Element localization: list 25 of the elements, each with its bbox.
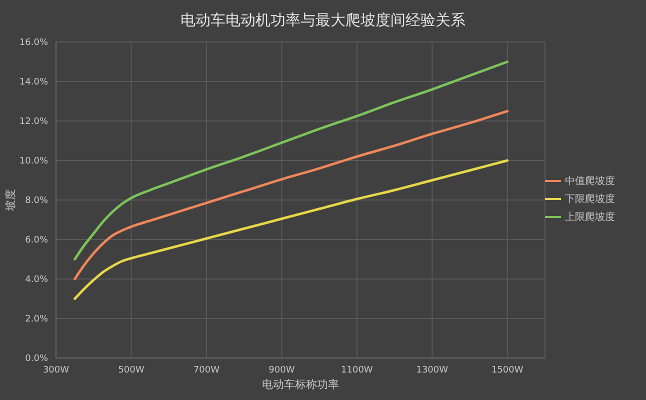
y-tick-label: 8.0% xyxy=(25,196,48,206)
y-tick-label: 16.0% xyxy=(19,38,48,48)
legend-label: 上限爬坡度 xyxy=(565,212,615,223)
line-series xyxy=(74,110,509,280)
line-series xyxy=(74,60,509,260)
y-tick-label: 4.0% xyxy=(25,275,48,286)
chart-title: 电动车电动机功率与最大爬坡度间经验关系 xyxy=(180,10,466,30)
y-tick-label: 2.0% xyxy=(25,314,48,325)
x-tick-label: 1100W xyxy=(341,365,373,376)
x-tick-label: 300W xyxy=(42,365,70,376)
line-series xyxy=(74,159,509,300)
y-tick-label: 12.0% xyxy=(19,117,48,128)
x-tick-label: 900W xyxy=(268,365,295,376)
x-tick-label: 1500W xyxy=(491,365,524,376)
x-tick-label: 700W xyxy=(193,365,220,376)
x-tick-label: 500W xyxy=(118,365,144,376)
x-axis-title: 电动车标称功率 xyxy=(262,378,339,391)
legend-label: 中值爬坡度 xyxy=(565,176,615,187)
y-tick-label: 6.0% xyxy=(25,236,48,246)
y-tick-label: 14.0% xyxy=(19,78,48,88)
x-tick-label: 1300W xyxy=(416,365,448,376)
legend-label: 下限爬坡度 xyxy=(565,194,615,205)
y-axis-title: 坡度 xyxy=(4,189,17,212)
y-tick-label: 10.0% xyxy=(19,156,48,167)
y-tick-label: 0.0% xyxy=(25,354,48,364)
